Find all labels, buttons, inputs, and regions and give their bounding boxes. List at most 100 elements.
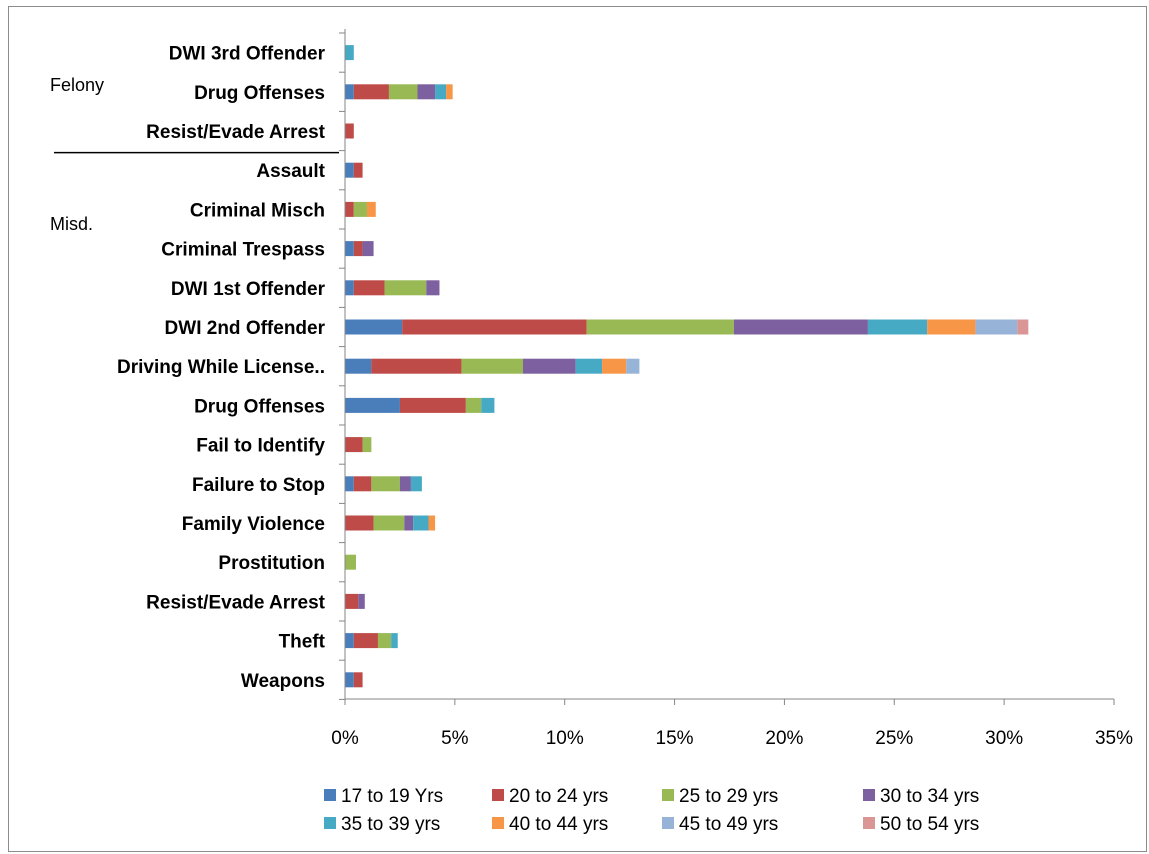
bar-segment-8-series-7: [975, 319, 1018, 335]
category-label: Drug Offenses: [194, 396, 325, 417]
legend-swatch: [492, 789, 504, 801]
bar-segment-8-series-5: [867, 319, 928, 335]
category-label: Criminal Misch: [190, 200, 325, 221]
bar-segment-9-series-2: [371, 358, 462, 374]
bar-segment-8-series-1: [345, 319, 403, 335]
bar-segment-9-series-7: [626, 358, 640, 374]
bar-segment-13-series-4: [404, 515, 414, 531]
x-tick-label: 35%: [1095, 728, 1133, 749]
x-tick-label: 30%: [985, 728, 1023, 749]
bar-segment-2-series-6: [446, 84, 453, 100]
category-label: Theft: [279, 632, 326, 653]
category-label: Driving While License..: [117, 357, 325, 378]
bars-layer: [345, 45, 1029, 688]
bar-segment-12-series-1: [345, 476, 354, 492]
x-tick-label: 0%: [331, 728, 359, 749]
bar-segment-2-series-2: [353, 84, 389, 100]
legend-swatch: [863, 817, 875, 829]
labels-layer: 0% 5% 10% 15% 20% 25% 30% 35% DWI 3rd Offender Dr…: [50, 44, 1133, 749]
bar-segment-8-series-3: [586, 319, 734, 335]
bar-segment-5-series-6: [366, 201, 376, 217]
legend-swatch: [492, 817, 504, 829]
bar-segment-10-series-5: [481, 397, 495, 413]
bar-segment-9-series-6: [602, 358, 627, 374]
bar-segment-16-series-3: [377, 633, 392, 649]
x-tick-label: 20%: [765, 728, 803, 749]
category-label: Failure to Stop: [192, 475, 325, 496]
bar-segment-7-series-2: [353, 280, 385, 296]
legend-swatch: [324, 817, 336, 829]
bar-segment-15-series-2: [345, 593, 359, 609]
bar-segment-13-series-3: [373, 515, 405, 531]
bar-segment-2-series-5: [435, 84, 447, 100]
legend-swatch: [324, 789, 336, 801]
bar-segment-13-series-6: [428, 515, 436, 531]
bar-segment-17-series-1: [345, 672, 354, 688]
legend-label: 17 to 19 Yrs: [341, 786, 443, 807]
bar-segment-11-series-3: [362, 437, 372, 453]
bar-segment-10-series-1: [345, 397, 400, 413]
legend-label: 50 to 54 yrs: [880, 814, 979, 835]
bar-segment-9-series-4: [522, 358, 576, 374]
bar-segment-5-series-3: [353, 201, 367, 217]
bar-segment-12-series-3: [371, 476, 400, 492]
bar-segment-2-series-1: [345, 84, 354, 100]
bar-segment-5-series-2: [345, 201, 354, 217]
group-label-felony: Felony: [50, 75, 104, 95]
bar-segment-2-series-3: [388, 84, 418, 100]
legend-label: 30 to 34 yrs: [880, 786, 979, 807]
bar-segment-12-series-5: [410, 476, 422, 492]
chart-frame: 0% 5% 10% 15% 20% 25% 30% 35% DWI 3rd Offender Dr…: [8, 6, 1147, 852]
bar-segment-3-series-2: [345, 123, 354, 139]
bar-segment-6-series-2: [353, 241, 363, 257]
bar-segment-8-series-6: [927, 319, 976, 335]
bar-segment-9-series-3: [461, 358, 523, 374]
category-label: DWI 2nd Offender: [165, 318, 326, 339]
x-tick-label: 10%: [546, 728, 584, 749]
category-label: Fail to Identify: [196, 436, 325, 457]
bar-segment-7-series-4: [426, 280, 440, 296]
legend-swatch: [863, 789, 875, 801]
bar-segment-6-series-4: [362, 241, 374, 257]
bar-segment-4-series-1: [345, 162, 354, 178]
category-label: DWI 3rd Offender: [169, 44, 326, 65]
stacked-bar-chart: 0% 5% 10% 15% 20% 25% 30% 35% DWI 3rd Offender Dr…: [50, 29, 1133, 835]
bar-segment-17-series-2: [353, 672, 363, 688]
bar-segment-16-series-2: [353, 633, 378, 649]
bar-segment-8-series-8: [1017, 319, 1029, 335]
legend-swatch: [662, 817, 674, 829]
bar-segment-9-series-1: [345, 358, 372, 374]
category-label: Weapons: [241, 671, 325, 692]
legend-label: 25 to 29 yrs: [679, 786, 778, 807]
bar-segment-8-series-2: [402, 319, 587, 335]
bar-segment-6-series-1: [345, 241, 354, 257]
category-label: Criminal Trespass: [161, 240, 325, 261]
bar-segment-15-series-4: [358, 593, 365, 609]
category-label: Resist/Evade Arrest: [146, 122, 326, 143]
x-tick-label: 5%: [441, 728, 469, 749]
bar-segment-14-series-3: [345, 554, 356, 570]
legend-label: 35 to 39 yrs: [341, 814, 440, 835]
category-label: Family Violence: [182, 514, 325, 535]
bar-segment-13-series-2: [345, 515, 374, 531]
legend-swatch: [662, 789, 674, 801]
legend-label: 45 to 49 yrs: [679, 814, 778, 835]
group-label-misd: Misd.: [50, 214, 93, 234]
bar-segment-2-series-4: [417, 84, 436, 100]
bar-segment-7-series-1: [345, 280, 354, 296]
bar-segment-10-series-3: [465, 397, 482, 413]
bar-segment-10-series-2: [399, 397, 466, 413]
category-label: Drug Offenses: [194, 83, 325, 104]
category-label: Assault: [256, 161, 325, 182]
bar-segment-8-series-4: [733, 319, 868, 335]
x-tick-label: 15%: [656, 728, 694, 749]
bar-segment-16-series-1: [345, 633, 354, 649]
bar-segment-12-series-2: [353, 476, 372, 492]
category-label: Resist/Evade Arrest: [146, 592, 326, 613]
legend: 17 to 19 Yrs 20 to 24 yrs 25 to 29 yrs 30 t…: [324, 786, 979, 835]
legend-label: 20 to 24 yrs: [509, 786, 608, 807]
legend-label: 40 to 44 yrs: [509, 814, 608, 835]
bar-segment-4-series-2: [353, 162, 363, 178]
bar-segment-7-series-3: [384, 280, 427, 296]
bar-segment-16-series-5: [391, 633, 398, 649]
